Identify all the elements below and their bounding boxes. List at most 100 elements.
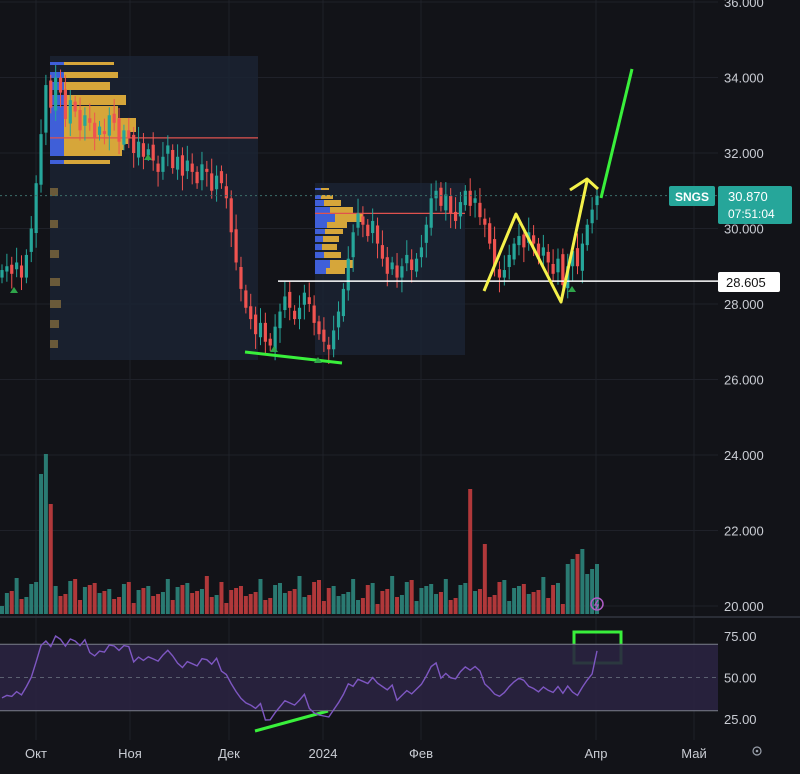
candle-body (273, 326, 277, 351)
candle-body (278, 311, 282, 329)
candle-body (419, 247, 424, 258)
profile-bar (315, 214, 335, 222)
candle-body (585, 224, 589, 246)
target-projection-line (599, 68, 634, 199)
volume-bar (229, 590, 234, 614)
candle-body (293, 310, 297, 320)
volume-bar (253, 592, 258, 614)
volume-bar (48, 504, 53, 614)
volume-bar (570, 559, 575, 614)
volume-bar (273, 585, 278, 614)
candle-body (239, 267, 243, 289)
volume-bar (287, 591, 292, 614)
volume-bar (395, 597, 400, 614)
candle-body (429, 198, 433, 228)
profile-bar (50, 220, 58, 228)
volume-bar (4, 593, 9, 614)
last-price-label: 30.870 (728, 189, 768, 204)
volume-bar (121, 584, 126, 614)
volume-bar (370, 583, 375, 614)
candle-body (249, 306, 253, 320)
alert-icon[interactable] (590, 597, 604, 611)
volume-bar (526, 594, 531, 614)
candle-body (166, 145, 170, 154)
profile-bar (330, 207, 353, 214)
volume-bar (492, 595, 497, 614)
candle-body (312, 305, 316, 323)
volume-bar (126, 582, 131, 614)
volume-bar (351, 579, 356, 614)
volume-bar (160, 592, 165, 614)
candle-body (522, 234, 526, 248)
candle-body (390, 262, 394, 270)
profile-bar (64, 72, 118, 78)
price-tick-label: 22.000 (724, 524, 764, 539)
candle-body (88, 118, 92, 123)
price-tick-label: 20.000 (724, 599, 764, 614)
candle-body (380, 245, 385, 259)
profile-bar (315, 200, 324, 206)
volume-bar (560, 604, 565, 614)
candle-body (190, 163, 194, 172)
volume-bar (336, 596, 341, 614)
volume-bar (390, 576, 395, 614)
candle-body (590, 209, 594, 224)
volume-bar (429, 584, 434, 614)
candle-body (175, 156, 180, 170)
volume-bar (24, 597, 29, 614)
volume-bar (424, 586, 429, 614)
volume-bar (487, 597, 492, 614)
candle-body (580, 243, 584, 271)
candle-body (405, 254, 409, 264)
candle-body (302, 292, 306, 305)
volume-bar (468, 489, 473, 614)
volume-bar (326, 588, 331, 614)
volume-bar (346, 592, 351, 614)
volume-bar (136, 590, 141, 614)
volume-bar (29, 584, 34, 614)
candlesticks (0, 65, 599, 365)
signal-marker (314, 357, 322, 363)
volume-bar (438, 592, 443, 614)
candle-body (258, 322, 263, 338)
candle-body (414, 258, 419, 272)
volume-bar (170, 600, 175, 614)
volume-bar (419, 588, 424, 614)
candle-body (463, 190, 467, 206)
volume-bar (112, 599, 117, 614)
level-price-label: 28.605 (726, 275, 766, 290)
volume-bar (356, 600, 361, 614)
profile-bar (324, 200, 341, 206)
candle-body (502, 270, 506, 278)
candle-body (356, 213, 360, 228)
candle-body (112, 113, 116, 123)
price-axis: 36.000 34.000 32.000 30.000 28.000 26.000 24.0… (724, 0, 764, 727)
profile-bar (64, 62, 114, 65)
profile-bar (315, 229, 325, 234)
profile-bar (330, 260, 353, 268)
candle-body (546, 251, 550, 263)
candle-body (453, 211, 458, 221)
settings-icon[interactable] (752, 746, 762, 756)
volume-bar (331, 586, 336, 614)
candle-body (54, 77, 58, 111)
volume-bar (360, 598, 365, 614)
candle-body (68, 100, 72, 124)
volume-bar (448, 600, 453, 614)
volume-bar (595, 564, 599, 614)
volume-bar (102, 591, 107, 614)
volume-bar (375, 604, 380, 614)
candle-body (439, 187, 443, 206)
rsi-pane (0, 634, 718, 721)
profile-bar (315, 195, 321, 199)
candle-body (297, 307, 302, 320)
profile-bar (315, 222, 327, 228)
volume-bar (551, 585, 556, 614)
candle-body (19, 265, 24, 278)
volume-bar (443, 579, 448, 614)
candle-body (366, 224, 370, 237)
volume-bar (190, 593, 195, 614)
volume-bar (590, 569, 595, 614)
